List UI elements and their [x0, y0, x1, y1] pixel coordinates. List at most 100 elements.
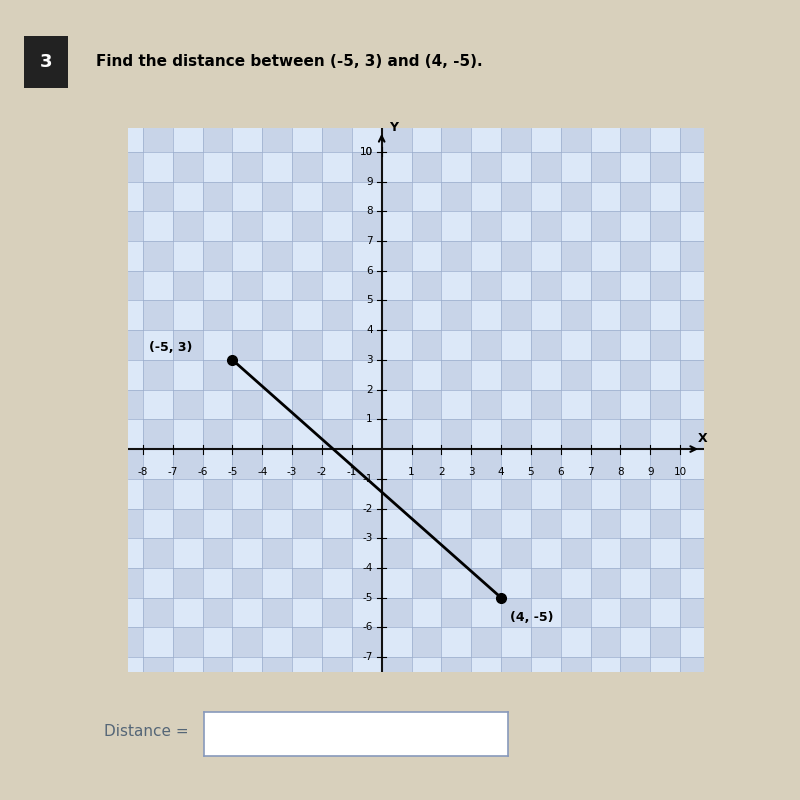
Bar [382, 182, 411, 211]
Text: 8: 8 [617, 467, 624, 477]
Bar [531, 122, 561, 152]
Bar [471, 270, 501, 301]
Bar [113, 211, 143, 241]
Bar [382, 211, 411, 241]
Bar [442, 390, 471, 419]
Bar [173, 301, 202, 330]
Bar [442, 330, 471, 360]
Bar [590, 152, 621, 182]
Bar [382, 568, 411, 598]
Bar [322, 211, 352, 241]
Bar [233, 568, 262, 598]
Text: 7: 7 [366, 236, 373, 246]
Bar [590, 568, 621, 598]
Bar [143, 568, 173, 598]
Bar [173, 360, 202, 390]
Bar [233, 390, 262, 419]
Bar [531, 478, 561, 509]
Bar [322, 598, 352, 627]
Bar [262, 598, 292, 627]
Text: -4: -4 [257, 467, 267, 477]
Bar [113, 419, 143, 449]
Text: -5: -5 [362, 593, 373, 602]
Bar [411, 301, 442, 330]
Bar [173, 182, 202, 211]
Bar [292, 419, 322, 449]
Bar [173, 270, 202, 301]
Bar [590, 182, 621, 211]
Bar [382, 419, 411, 449]
Bar [442, 657, 471, 687]
Bar [442, 270, 471, 301]
Bar [202, 182, 233, 211]
Bar [382, 330, 411, 360]
Bar [382, 301, 411, 330]
Bar [621, 478, 650, 509]
Text: 4: 4 [498, 467, 504, 477]
Bar [143, 598, 173, 627]
Bar [143, 478, 173, 509]
Bar [173, 241, 202, 270]
Bar [531, 390, 561, 419]
Bar [442, 122, 471, 152]
Bar [202, 509, 233, 538]
Bar [173, 211, 202, 241]
Bar [442, 360, 471, 390]
Bar [561, 330, 590, 360]
Bar [561, 360, 590, 390]
Text: -3: -3 [362, 534, 373, 543]
Bar [322, 538, 352, 568]
Bar [233, 122, 262, 152]
Bar [590, 301, 621, 330]
Bar [202, 211, 233, 241]
Bar [531, 270, 561, 301]
Bar [501, 211, 531, 241]
Bar [292, 152, 322, 182]
Bar [322, 360, 352, 390]
Bar [680, 301, 710, 330]
Bar [202, 449, 233, 478]
Bar [352, 449, 382, 478]
Bar [262, 538, 292, 568]
Bar [352, 598, 382, 627]
Bar [621, 152, 650, 182]
Bar [143, 211, 173, 241]
Bar [680, 330, 710, 360]
Bar [561, 598, 590, 627]
Bar [501, 241, 531, 270]
Bar [471, 152, 501, 182]
Bar [621, 390, 650, 419]
Bar [322, 419, 352, 449]
Bar [382, 270, 411, 301]
Bar [233, 211, 262, 241]
Bar [173, 478, 202, 509]
Bar [202, 538, 233, 568]
Bar [471, 509, 501, 538]
Text: 5: 5 [366, 295, 373, 306]
Bar [501, 122, 531, 152]
Bar [352, 390, 382, 419]
Bar [471, 598, 501, 627]
Bar [561, 538, 590, 568]
Bar [382, 598, 411, 627]
Bar [531, 211, 561, 241]
Bar [471, 568, 501, 598]
Bar [621, 211, 650, 241]
Bar [202, 122, 233, 152]
Bar [650, 301, 680, 330]
Bar [113, 182, 143, 211]
Bar [292, 241, 322, 270]
Bar [143, 122, 173, 152]
Bar [202, 419, 233, 449]
Bar [680, 627, 710, 657]
Bar [322, 270, 352, 301]
Bar [292, 211, 322, 241]
Text: 6: 6 [366, 266, 373, 276]
Bar [233, 627, 262, 657]
Bar [590, 122, 621, 152]
Bar [233, 152, 262, 182]
Bar [501, 419, 531, 449]
Bar [680, 390, 710, 419]
Bar [650, 182, 680, 211]
Bar [113, 478, 143, 509]
